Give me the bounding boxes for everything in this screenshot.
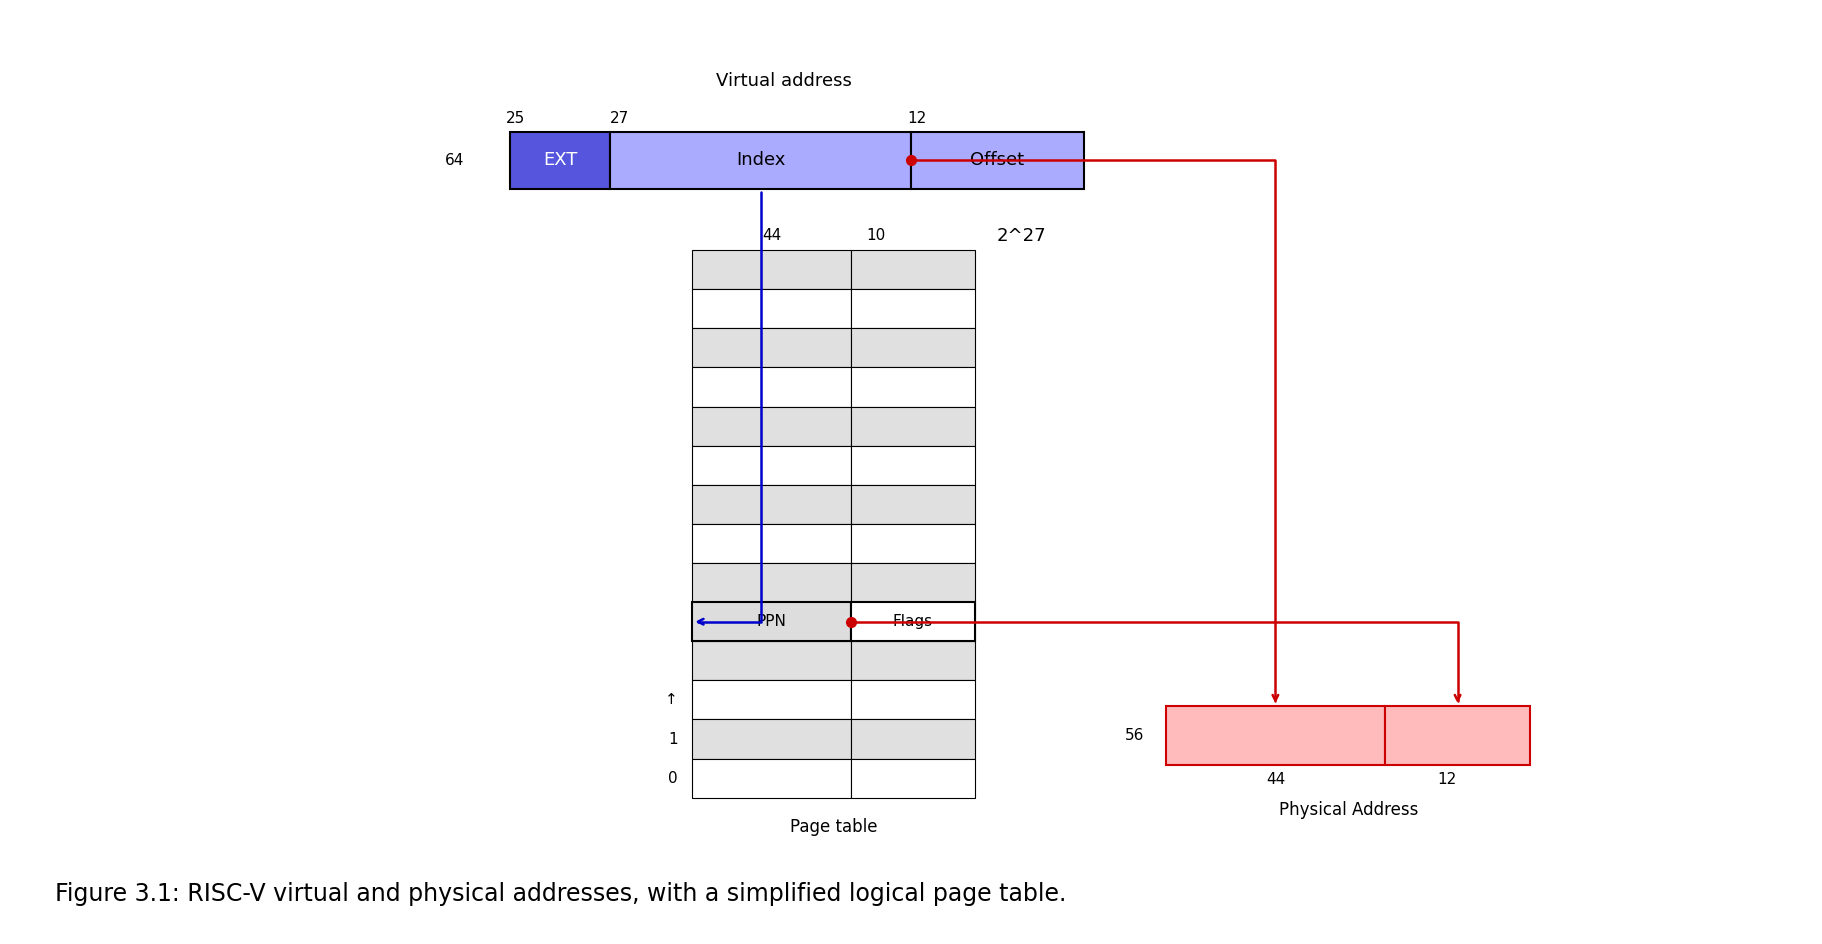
Text: 12: 12 <box>1438 772 1456 787</box>
Bar <box>692 329 851 367</box>
Bar <box>851 563 975 602</box>
Text: 44: 44 <box>1266 772 1285 787</box>
Text: 10: 10 <box>865 228 885 243</box>
Bar <box>851 759 975 798</box>
Text: Index: Index <box>736 151 785 170</box>
Bar <box>851 289 975 329</box>
Text: 12: 12 <box>907 111 926 126</box>
Bar <box>851 602 975 641</box>
Bar <box>692 602 851 641</box>
Bar <box>692 407 851 446</box>
Text: Flags: Flags <box>893 615 933 630</box>
Text: Offset: Offset <box>971 151 1024 170</box>
Bar <box>692 641 851 681</box>
Bar <box>911 132 1084 189</box>
Text: 44: 44 <box>762 228 782 243</box>
Bar <box>692 681 851 719</box>
Text: Virtual address: Virtual address <box>716 72 851 90</box>
Text: Figure 3.1: RISC-V virtual and physical addresses, with a simplified logical pag: Figure 3.1: RISC-V virtual and physical … <box>55 883 1066 906</box>
Bar <box>1385 706 1530 765</box>
Bar <box>851 719 975 759</box>
Bar <box>692 524 851 563</box>
Bar <box>610 132 911 189</box>
Bar <box>851 485 975 524</box>
Bar <box>692 446 851 485</box>
Text: 64: 64 <box>445 153 465 168</box>
Text: ↑: ↑ <box>665 692 678 707</box>
Text: 1: 1 <box>669 732 678 747</box>
Bar <box>692 485 851 524</box>
Bar <box>692 367 851 407</box>
Bar <box>692 563 851 602</box>
Text: 2^27: 2^27 <box>997 228 1046 245</box>
Bar <box>851 367 975 407</box>
Bar <box>851 602 975 641</box>
Bar <box>851 524 975 563</box>
Text: 0: 0 <box>669 770 678 785</box>
Bar <box>692 289 851 329</box>
Bar <box>692 759 851 798</box>
Bar <box>851 446 975 485</box>
Text: Page table: Page table <box>789 818 878 836</box>
Text: 25: 25 <box>507 111 525 126</box>
Text: EXT: EXT <box>543 151 578 170</box>
Text: Physical Address: Physical Address <box>1279 801 1418 818</box>
Bar <box>851 407 975 446</box>
Bar <box>1166 706 1385 765</box>
Bar <box>510 132 610 189</box>
Bar <box>851 329 975 367</box>
Bar <box>692 719 851 759</box>
Bar <box>851 681 975 719</box>
Bar <box>851 641 975 681</box>
Bar <box>692 250 851 289</box>
Text: 56: 56 <box>1124 728 1144 743</box>
Bar <box>692 602 851 641</box>
Text: 27: 27 <box>610 111 629 126</box>
Text: PPN: PPN <box>756 615 787 630</box>
Bar <box>851 250 975 289</box>
